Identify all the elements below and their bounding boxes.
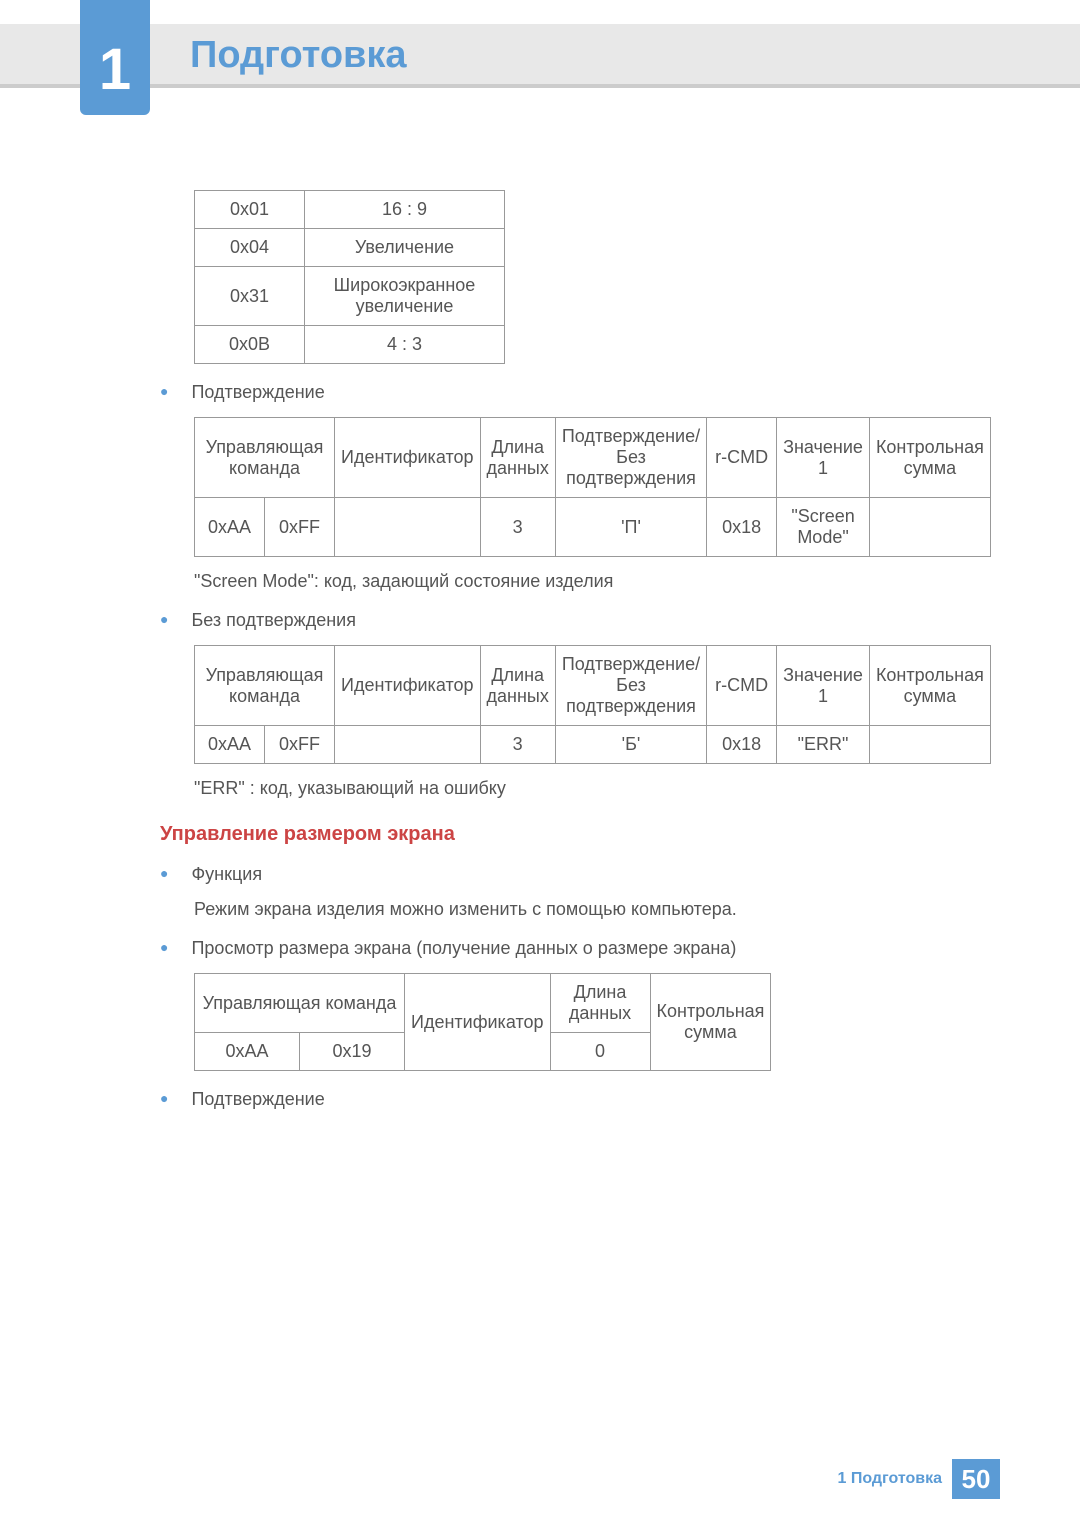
chapter-number-badge: 1	[80, 0, 150, 115]
col-header: Длина данных	[480, 418, 555, 498]
cell	[335, 498, 481, 557]
col-header: Значение 1	[777, 646, 870, 726]
table-row: 0x0B 4 : 3	[195, 326, 505, 364]
bullet-text: Просмотр размера экрана (получение данны…	[191, 938, 736, 958]
cell: 3	[480, 726, 555, 764]
bullet-icon: ●	[160, 865, 168, 881]
cell: 0x18	[707, 726, 777, 764]
col-header: Контрольная сумма	[869, 646, 990, 726]
col-header: Подтверждение/Без подтверждения	[555, 646, 706, 726]
bullet-icon: ●	[160, 611, 168, 627]
note-text: "Screen Mode": код, задающий состояние и…	[194, 571, 1000, 592]
section-heading: Управление размером экрана	[160, 823, 1000, 846]
footer-label: 1 Подготовка	[837, 1470, 942, 1488]
bullet-icon: ●	[160, 939, 168, 955]
screen-mode-values-table: 0x01 16 : 9 0x04 Увеличение 0x31 Широкоэ…	[194, 190, 505, 364]
bullet-text: Функция	[191, 864, 262, 884]
col-header: Управляющая команда	[195, 418, 335, 498]
page-number: 50	[952, 1459, 1000, 1499]
col-header: Значение 1	[777, 418, 870, 498]
cell: 0x19	[300, 1033, 405, 1071]
cell	[869, 726, 990, 764]
cell-label: Широкоэкранное увеличение	[305, 267, 505, 326]
table-row: 0x04 Увеличение	[195, 229, 505, 267]
header-bar	[0, 24, 1080, 84]
col-header: Контрольная сумма	[869, 418, 990, 498]
col-header: Идентификатор	[405, 974, 551, 1071]
cell-label: Увеличение	[305, 229, 505, 267]
cell-code: 0x01	[195, 191, 305, 229]
header-divider	[0, 84, 1080, 88]
cell: 0xAA	[195, 1033, 300, 1071]
col-header: r-CMD	[707, 646, 777, 726]
ack-table: Управляющая команда Идентификатор Длина …	[194, 417, 991, 557]
bullet-text: Без подтверждения	[191, 610, 355, 630]
bullet-text: Подтверждение	[191, 1089, 324, 1109]
bullet-item: ● Без подтверждения	[160, 610, 1000, 631]
table-row: 0x01 16 : 9	[195, 191, 505, 229]
col-header: Управляющая команда	[195, 646, 335, 726]
cell: 0	[550, 1033, 650, 1071]
cell: 0xAA	[195, 498, 265, 557]
col-header: Длина данных	[550, 974, 650, 1033]
cell	[335, 726, 481, 764]
col-header: Управляющая команда	[195, 974, 405, 1033]
cell: 'Б'	[555, 726, 706, 764]
table-header-row: Управляющая команда Идентификатор Длина …	[195, 418, 991, 498]
cell: 'П'	[555, 498, 706, 557]
table-row: 0xAA 0xFF 3 'П' 0x18 "Screen Mode"	[195, 498, 991, 557]
cell-code: 0x31	[195, 267, 305, 326]
get-size-table: Управляющая команда Идентификатор Длина …	[194, 973, 771, 1071]
cell: "ERR"	[777, 726, 870, 764]
page-footer: 1 Подготовка 50	[837, 1459, 1000, 1499]
note-text: "ERR" : код, указывающий на ошибку	[194, 778, 1000, 799]
content-area: 0x01 16 : 9 0x04 Увеличение 0x31 Широкоэ…	[160, 190, 1000, 1124]
bullet-icon: ●	[160, 383, 168, 399]
bullet-item: ● Просмотр размера экрана (получение дан…	[160, 938, 1000, 959]
bullet-item: ● Функция	[160, 864, 1000, 885]
cell: 0x18	[707, 498, 777, 557]
nak-table: Управляющая команда Идентификатор Длина …	[194, 645, 991, 764]
col-header: Идентификатор	[335, 418, 481, 498]
table-header-row: Управляющая команда Идентификатор Длина …	[195, 646, 991, 726]
page: 1 Подготовка 0x01 16 : 9 0x04 Увеличение…	[0, 0, 1080, 1527]
chapter-title: Подготовка	[190, 34, 407, 77]
table-row: 0xAA 0xFF 3 'Б' 0x18 "ERR"	[195, 726, 991, 764]
cell: "Screen Mode"	[777, 498, 870, 557]
cell: 0xFF	[265, 498, 335, 557]
cell-code: 0x04	[195, 229, 305, 267]
col-header: r-CMD	[707, 418, 777, 498]
col-header: Идентификатор	[335, 646, 481, 726]
bullet-item: ● Подтверждение	[160, 382, 1000, 403]
cell: 0xFF	[265, 726, 335, 764]
col-header: Контрольная сумма	[650, 974, 771, 1071]
cell: 0xAA	[195, 726, 265, 764]
table-header-row: Управляющая команда Идентификатор Длина …	[195, 974, 771, 1033]
body-text: Режим экрана изделия можно изменить с по…	[194, 899, 1000, 920]
bullet-icon: ●	[160, 1090, 168, 1106]
cell	[869, 498, 990, 557]
cell-label: 16 : 9	[305, 191, 505, 229]
cell: 3	[480, 498, 555, 557]
table-row: 0x31 Широкоэкранное увеличение	[195, 267, 505, 326]
col-header: Длина данных	[480, 646, 555, 726]
col-header: Подтверждение/Без подтверждения	[555, 418, 706, 498]
bullet-text: Подтверждение	[191, 382, 324, 402]
cell-code: 0x0B	[195, 326, 305, 364]
bullet-item: ● Подтверждение	[160, 1089, 1000, 1110]
cell-label: 4 : 3	[305, 326, 505, 364]
